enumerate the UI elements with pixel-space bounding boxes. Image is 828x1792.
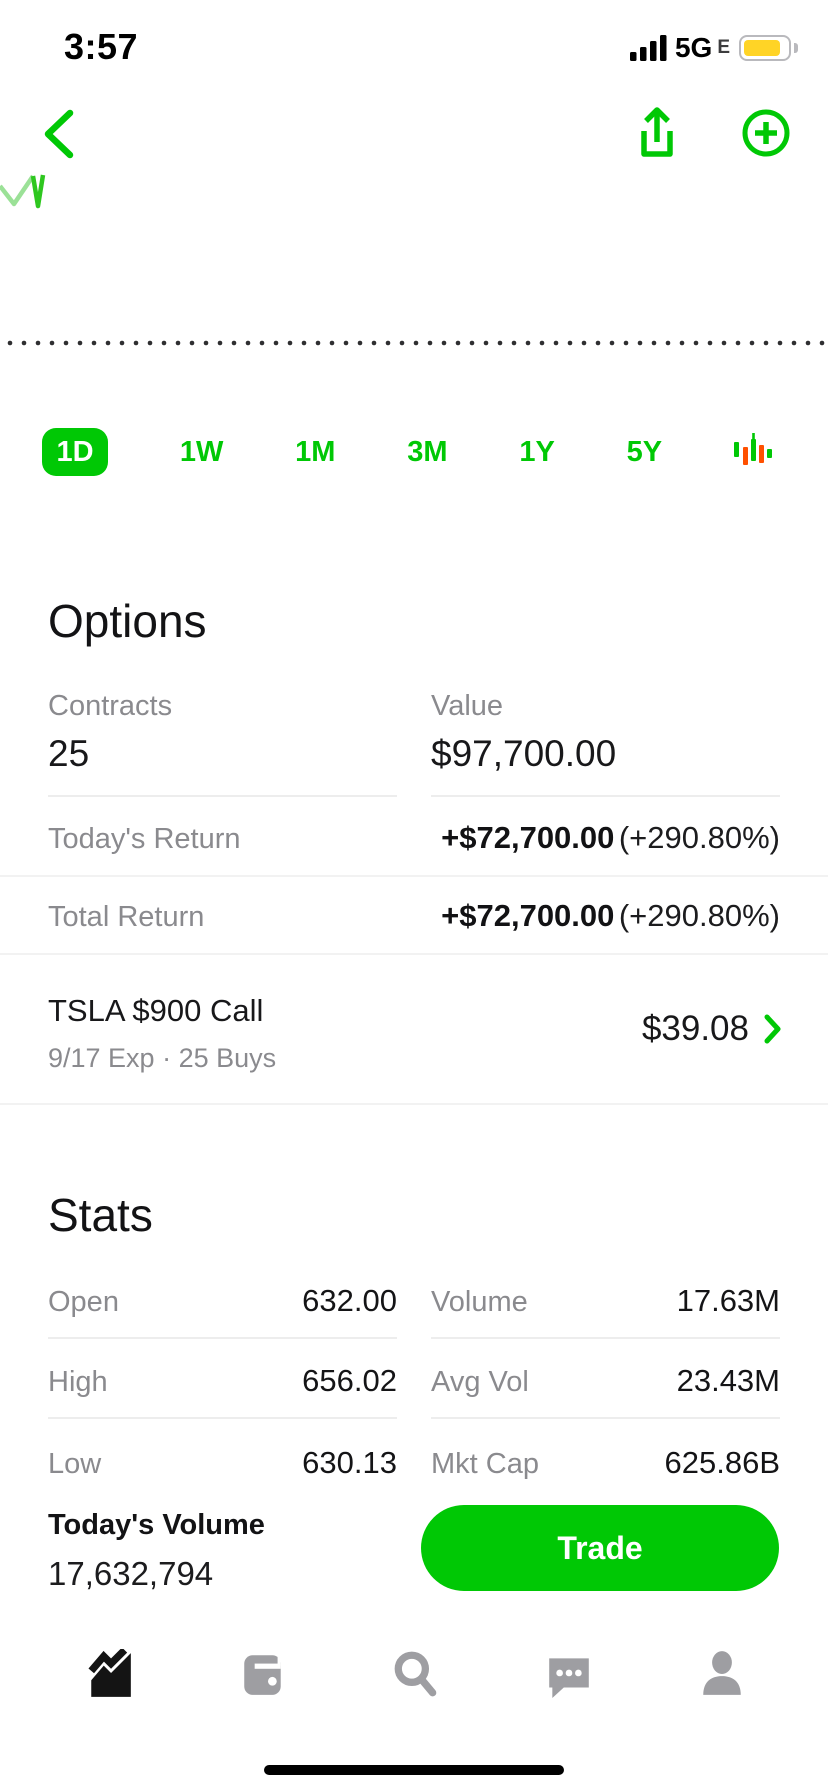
stats-section-title: Stats [48,1189,153,1241]
tab-search[interactable] [390,1649,442,1701]
position-price-group: $39.08 [642,1009,782,1049]
stat-volume: Volume 17.63M [431,1283,780,1319]
share-icon [641,107,673,157]
chevron-left-icon [44,109,74,159]
stat-label: Open [48,1286,119,1318]
share-button[interactable] [634,106,680,162]
divider [431,1337,780,1339]
person-icon [703,1651,741,1695]
range-tab-3m[interactable]: 3M [407,435,448,468]
stat-value: 656.02 [302,1363,397,1398]
tab-bar [84,1647,748,1701]
chevron-right-icon [764,1014,781,1044]
network-sub-label: E [717,37,730,58]
stat-label: Volume [431,1286,528,1318]
range-tab-1w[interactable]: 1W [179,435,224,468]
tab-investing[interactable] [84,1647,136,1701]
total-return-amount: +$72,700.00 [441,898,615,933]
search-icon [394,1651,437,1697]
stat-value: 632.00 [302,1283,397,1318]
trade-button[interactable]: Trade [421,1505,779,1591]
investing-chart-icon [88,1647,131,1697]
divider [48,1337,397,1339]
network-label: 5G [674,32,713,63]
value-label: Value [431,690,504,722]
divider [0,1103,828,1105]
stat-mkt-cap: Mkt Cap 625.86B [431,1445,780,1481]
divider [48,1417,397,1419]
signal-bars-icon [629,35,667,61]
battery-icon [739,35,791,61]
total-return-row: Total Return +$72,700.00 (+290.80%) [48,898,780,934]
divider [431,1417,780,1419]
range-tab-1m[interactable]: 1M [295,435,336,468]
stat-value: 23.43M [676,1363,780,1398]
plus-circle-icon [742,109,790,157]
stat-label: Avg Vol [431,1366,529,1398]
add-to-list-button[interactable] [740,108,792,160]
chart-sparkline [0,174,46,209]
status-right-cluster: 5G E [629,32,798,64]
options-section-title: Options [48,595,207,647]
chart-baseline-dotted-divider [0,340,828,346]
total-return-percent: (+290.80%) [618,898,780,933]
stat-low: Low 630.13 [48,1445,397,1481]
value-value: $97,700.00 [431,733,617,774]
divider [0,875,828,877]
candlestick-toggle-button[interactable] [733,430,774,474]
tab-wallet[interactable] [237,1649,289,1701]
divider [48,795,397,797]
bottom-sticky-bar: Today's Volume 17,632,794 Trade [0,1481,828,1792]
status-time: 3:57 [64,26,139,67]
stat-high: High 656.02 [48,1363,397,1399]
chat-bubble-icon [549,1658,589,1698]
wallet-icon [244,1655,281,1695]
stat-value: 17.63M [676,1283,780,1318]
divider [0,953,828,955]
stat-label: Mkt Cap [431,1448,539,1480]
todays-return-amount: +$72,700.00 [441,820,615,855]
range-tab-1d[interactable]: 1D [42,428,108,476]
position-title: TSLA $900 Call [48,993,264,1028]
total-return-label: Total Return [48,901,205,933]
stat-open: Open 632.00 [48,1283,397,1319]
stat-label: High [48,1366,108,1398]
contracts-value: 25 [48,733,90,774]
position-subtitle: 9/17 Exp · 25 Buys [48,1043,277,1073]
contracts-label: Contracts [48,690,173,722]
range-tab-bar: 1D 1W 1M 3M 1Y 5Y [42,427,774,477]
divider [431,795,780,797]
stat-value: 630.13 [302,1445,397,1480]
back-button[interactable] [38,108,82,160]
range-tab-5y[interactable]: 5Y [626,435,663,468]
battery-nub [794,43,798,53]
total-return-value: +$72,700.00 (+290.80%) [441,898,780,934]
stat-value: 625.86B [664,1445,781,1480]
option-position-row[interactable]: TSLA $900 Call 9/17 Exp · 25 Buys $39.08 [0,965,828,1103]
todays-return-row: Today's Return +$72,700.00 (+290.80%) [48,820,780,856]
home-indicator[interactable] [264,1765,564,1775]
todays-return-value: +$72,700.00 (+290.80%) [441,820,780,856]
todays-return-percent: (+290.80%) [618,820,780,855]
stat-label: Low [48,1448,102,1480]
candlestick-chart-icon [733,433,772,465]
todays-volume-label: Today's Volume [48,1509,265,1541]
range-tab-1y[interactable]: 1Y [519,435,555,468]
stat-avg-vol: Avg Vol 23.43M [431,1363,780,1399]
todays-volume-value: 17,632,794 [48,1555,214,1592]
tab-messages[interactable] [543,1649,595,1701]
todays-return-label: Today's Return [48,823,241,855]
tab-profile[interactable] [696,1649,748,1701]
position-price: $39.08 [641,1009,749,1048]
